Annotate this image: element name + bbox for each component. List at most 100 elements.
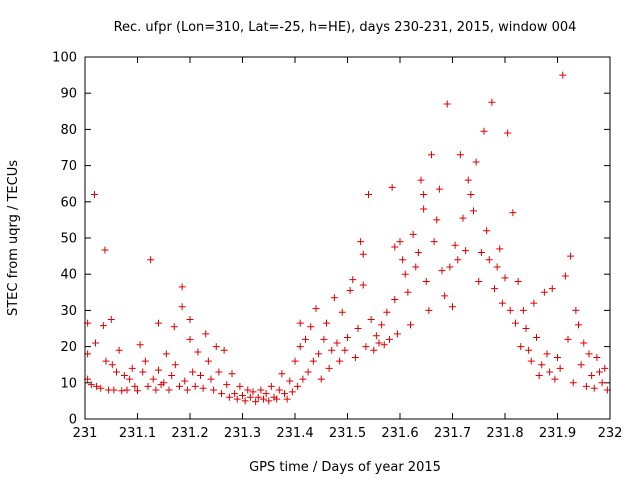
data-point <box>491 285 498 293</box>
y-tick-label: 0 <box>69 413 77 428</box>
data-point <box>312 305 320 313</box>
data-point <box>569 379 577 387</box>
data-point <box>236 382 244 390</box>
data-point <box>514 277 522 285</box>
data-point <box>551 375 559 383</box>
data-point <box>107 315 115 323</box>
data-point <box>477 248 485 256</box>
data-point <box>438 267 446 275</box>
data-point <box>189 368 197 376</box>
data-point <box>162 350 170 358</box>
data-point <box>136 341 144 349</box>
data-point <box>225 393 233 401</box>
data-point <box>336 357 344 365</box>
data-point <box>441 292 449 300</box>
data-point <box>93 382 101 390</box>
data-point <box>525 346 533 354</box>
data-point <box>357 238 365 246</box>
data-point <box>517 343 525 351</box>
data-point <box>110 386 118 394</box>
x-tick-label: 231.5 <box>329 426 366 441</box>
data-point <box>449 303 456 311</box>
x-axis-label: GPS time / Days of year 2015 <box>249 460 441 475</box>
data-point <box>580 339 588 347</box>
data-point <box>367 315 375 323</box>
data-point <box>191 382 199 390</box>
data-point <box>330 294 338 302</box>
data-point <box>446 263 454 271</box>
data-point <box>435 185 443 193</box>
data-point <box>383 308 391 316</box>
data-point <box>113 368 120 376</box>
data-point <box>362 343 370 351</box>
data-point <box>572 306 580 314</box>
data-point <box>522 325 530 332</box>
data-point <box>467 191 475 199</box>
data-point <box>493 263 501 271</box>
data-point <box>588 372 596 380</box>
data-point <box>454 256 462 264</box>
data-point <box>464 176 472 184</box>
y-tick-label: 30 <box>60 304 77 319</box>
data-point <box>296 319 304 327</box>
data-point <box>315 350 323 358</box>
data-point <box>561 272 569 280</box>
data-point <box>233 395 241 403</box>
data-point <box>90 191 98 199</box>
data-point <box>472 158 480 166</box>
data-point <box>428 151 435 159</box>
data-point <box>391 243 399 251</box>
data-point <box>152 386 160 394</box>
axis-ticks: 231 231.1 231.2 231.3 231.4 231.5 231.6 231.7 23… <box>52 51 622 442</box>
data-point <box>197 372 204 380</box>
data-point <box>325 364 333 372</box>
data-point <box>433 216 441 224</box>
data-point <box>425 306 433 314</box>
data-point <box>204 357 212 365</box>
data-point <box>375 339 383 347</box>
data-point <box>147 256 155 264</box>
data-point <box>296 343 304 351</box>
data-point <box>171 361 179 369</box>
data-point <box>483 227 491 235</box>
data-point <box>585 350 593 358</box>
data-point <box>519 306 527 314</box>
data-point <box>564 335 572 343</box>
data-point <box>223 381 231 389</box>
data-point <box>139 368 147 376</box>
data-point <box>262 390 270 398</box>
data-point <box>470 207 477 215</box>
data-point <box>530 299 538 307</box>
data-point <box>485 256 493 264</box>
data-point <box>540 288 548 296</box>
data-point <box>115 346 123 354</box>
data-point <box>183 386 191 394</box>
data-point <box>538 361 546 369</box>
data-point <box>349 276 357 284</box>
data-point <box>593 353 601 361</box>
data-point <box>559 71 567 79</box>
data-point <box>543 350 551 358</box>
data-point <box>328 346 336 354</box>
data-point <box>365 191 372 199</box>
data-point <box>118 387 126 395</box>
y-tick-label: 50 <box>60 232 77 247</box>
data-point <box>501 274 509 282</box>
data-point <box>391 296 399 304</box>
data-point <box>401 270 409 278</box>
data-point <box>527 357 535 365</box>
data-point <box>241 397 249 405</box>
data-point <box>548 285 556 293</box>
x-tick-label: 231.6 <box>381 426 418 441</box>
y-tick-label: 40 <box>60 268 77 283</box>
y-tick-label: 60 <box>60 195 77 210</box>
data-point <box>141 357 149 365</box>
data-point <box>288 388 296 396</box>
data-point <box>302 335 309 343</box>
x-tick-label: 231 <box>73 426 98 441</box>
data-point <box>304 368 312 376</box>
data-point <box>323 319 330 327</box>
data-point <box>320 335 328 343</box>
data-point <box>220 346 228 354</box>
